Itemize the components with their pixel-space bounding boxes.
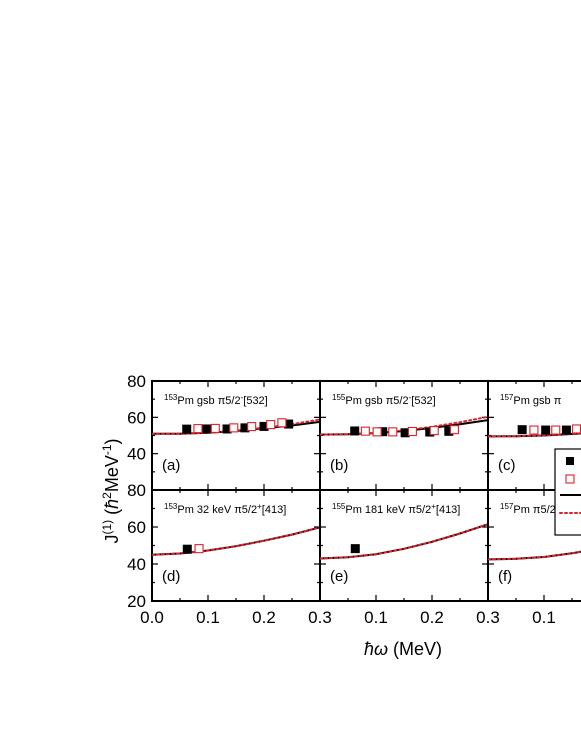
data-point-filled: [259, 421, 269, 431]
panel-plot-area: [152, 526, 320, 556]
data-point-open: [529, 425, 539, 435]
x-tick-label: 0.3: [476, 608, 500, 627]
data-point-filled: [350, 426, 360, 436]
theory-solid-line: [152, 526, 320, 556]
panel-plot-area: [488, 424, 581, 438]
data-point-open: [429, 426, 439, 436]
data-point-filled: [561, 425, 571, 435]
theory-solid-line: [488, 432, 581, 438]
theory-dotted-line: [488, 550, 581, 561]
data-point-open: [360, 426, 370, 436]
y-tick-label: 40: [127, 555, 146, 574]
x-axis-title: ħω (MeV): [364, 639, 442, 659]
data-point-open: [266, 420, 276, 430]
x-tick-label: 0.0: [140, 608, 164, 627]
data-point-open: [372, 427, 382, 437]
panel-a: (a) 153Pm gsb π5/2-[532]: [151, 380, 321, 491]
y-axis-title: J(1) (ħ2MeV-1): [100, 438, 122, 543]
panel-label: (e): [330, 568, 348, 585]
data-point-open: [210, 423, 220, 433]
theory-solid-line: [320, 523, 488, 560]
panel-d: (d) 153Pm 32 keV π5/2+[413]: [151, 489, 321, 602]
panel-label: (c): [498, 457, 516, 474]
panel-plot-area: [320, 415, 488, 438]
data-point-open: [193, 424, 203, 434]
x-tick-label: 0.2: [252, 608, 276, 627]
panel-title: 153Pm 32 keV π5/2+[413]: [164, 502, 286, 516]
data-point-filled: [202, 424, 212, 434]
legend-filled-square: [566, 457, 574, 465]
panel-title: 155Pm 181 keV π5/2+[413]: [332, 502, 460, 516]
y-tick-label: 40: [127, 445, 146, 464]
y-tick-label: 60: [127, 408, 146, 427]
panel-plot-area: [488, 550, 581, 561]
x-tick-label: 0.1: [196, 608, 220, 627]
panel-title: 157Pm π5/2: [500, 502, 556, 516]
data-point-filled: [350, 544, 360, 554]
x-tick-label: 0.1: [364, 608, 388, 627]
data-point-filled: [182, 544, 192, 554]
x-tick-label: 0.1: [532, 608, 556, 627]
panel-title: 155Pm gsb π5/2-[532]: [332, 393, 436, 407]
theory-dotted-line: [488, 431, 581, 438]
panel-e: (e) 155Pm 181 keV π5/2+[413]: [319, 489, 489, 602]
y-tick-label: 60: [127, 518, 146, 537]
data-point-open: [551, 425, 561, 435]
x-tick-label: 0.3: [308, 608, 332, 627]
data-point-open: [229, 423, 239, 433]
y-tick-label: 20: [127, 592, 146, 611]
panel-label: (f): [498, 568, 512, 585]
data-point-filled: [182, 424, 192, 434]
panel-label: (b): [330, 457, 348, 474]
data-point-open: [407, 426, 417, 437]
legend-open-square: [565, 474, 575, 484]
data-point-open: [388, 427, 398, 437]
data-point-filled: [541, 425, 551, 435]
data-point-filled: [400, 428, 410, 438]
panel-plot-area: [152, 418, 320, 435]
panel-b: (b) 155Pm gsb π5/2-[532]: [319, 380, 489, 491]
panel-title: 157Pm gsb π: [500, 393, 562, 407]
panel-label: (a): [162, 457, 180, 474]
data-point-open: [194, 544, 204, 554]
theory-dotted-line: [152, 526, 320, 556]
legend: [554, 448, 581, 536]
data-point-open: [277, 418, 287, 428]
data-point-filled: [284, 419, 294, 429]
y-tick-label: 80: [127, 481, 146, 500]
y-tick-label: 80: [127, 372, 146, 391]
data-point-filled: [378, 427, 388, 437]
data-point-filled: [444, 426, 454, 436]
data-point-filled: [240, 423, 250, 433]
data-point-filled: [222, 424, 232, 434]
data-point-open: [247, 422, 257, 432]
panel-plot-area: [320, 523, 488, 560]
panel-title: 153Pm gsb π5/2-[532]: [164, 393, 268, 407]
theory-dotted-line: [320, 523, 488, 560]
data-point-filled: [517, 425, 527, 435]
data-point-open: [571, 424, 581, 434]
panel-label: (d): [162, 568, 180, 585]
data-point-open: [449, 425, 459, 435]
x-tick-label: 0.2: [420, 608, 444, 627]
